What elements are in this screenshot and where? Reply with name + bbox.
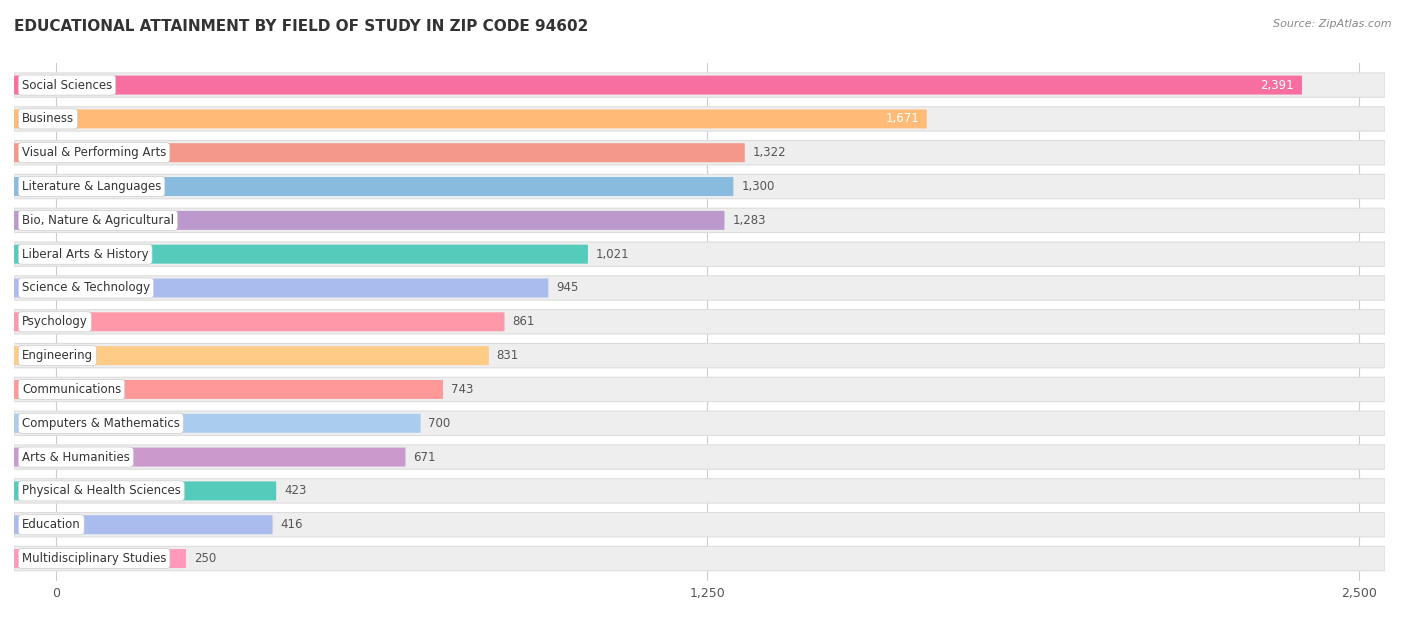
Text: 1,322: 1,322 [752, 146, 786, 159]
Text: 945: 945 [557, 281, 578, 295]
Text: Bio, Nature & Agricultural: Bio, Nature & Agricultural [22, 214, 174, 227]
Text: Literature & Languages: Literature & Languages [22, 180, 162, 193]
Text: Multidisciplinary Studies: Multidisciplinary Studies [22, 552, 166, 565]
FancyBboxPatch shape [14, 549, 186, 568]
FancyBboxPatch shape [14, 380, 443, 399]
Text: 1,300: 1,300 [741, 180, 775, 193]
Text: Education: Education [22, 518, 80, 531]
FancyBboxPatch shape [14, 312, 505, 331]
Text: Science & Technology: Science & Technology [22, 281, 150, 295]
FancyBboxPatch shape [14, 73, 1385, 97]
FancyBboxPatch shape [14, 278, 548, 297]
Text: Computers & Mathematics: Computers & Mathematics [22, 416, 180, 430]
FancyBboxPatch shape [14, 447, 405, 466]
FancyBboxPatch shape [14, 107, 1385, 131]
FancyBboxPatch shape [14, 481, 276, 500]
FancyBboxPatch shape [14, 346, 489, 365]
Text: Psychology: Psychology [22, 316, 87, 328]
FancyBboxPatch shape [14, 310, 1385, 334]
Text: Social Sciences: Social Sciences [22, 79, 112, 91]
FancyBboxPatch shape [14, 479, 1385, 503]
Text: 423: 423 [284, 485, 307, 497]
FancyBboxPatch shape [14, 109, 927, 128]
FancyBboxPatch shape [14, 242, 1385, 266]
FancyBboxPatch shape [14, 141, 1385, 165]
Text: 743: 743 [451, 383, 474, 396]
FancyBboxPatch shape [14, 411, 1385, 435]
Text: EDUCATIONAL ATTAINMENT BY FIELD OF STUDY IN ZIP CODE 94602: EDUCATIONAL ATTAINMENT BY FIELD OF STUDY… [14, 19, 589, 34]
FancyBboxPatch shape [14, 546, 1385, 570]
Text: Physical & Health Sciences: Physical & Health Sciences [22, 485, 181, 497]
Text: 671: 671 [413, 451, 436, 464]
Text: Liberal Arts & History: Liberal Arts & History [22, 248, 149, 261]
FancyBboxPatch shape [14, 208, 1385, 233]
Text: Arts & Humanities: Arts & Humanities [22, 451, 129, 464]
FancyBboxPatch shape [14, 245, 588, 264]
Text: 1,671: 1,671 [886, 112, 920, 126]
Text: 2,391: 2,391 [1261, 79, 1294, 91]
Text: Engineering: Engineering [22, 349, 93, 362]
Text: 1,021: 1,021 [596, 248, 630, 261]
FancyBboxPatch shape [14, 377, 1385, 401]
FancyBboxPatch shape [14, 211, 724, 230]
Text: 250: 250 [194, 552, 217, 565]
FancyBboxPatch shape [14, 414, 420, 433]
Text: 1,283: 1,283 [733, 214, 766, 227]
Text: Source: ZipAtlas.com: Source: ZipAtlas.com [1274, 19, 1392, 29]
FancyBboxPatch shape [14, 276, 1385, 300]
FancyBboxPatch shape [14, 143, 745, 162]
FancyBboxPatch shape [14, 174, 1385, 199]
FancyBboxPatch shape [14, 343, 1385, 368]
Text: Communications: Communications [22, 383, 121, 396]
FancyBboxPatch shape [14, 177, 734, 196]
FancyBboxPatch shape [14, 445, 1385, 469]
Text: 416: 416 [280, 518, 302, 531]
Text: Business: Business [22, 112, 75, 126]
Text: 700: 700 [429, 416, 451, 430]
Text: Visual & Performing Arts: Visual & Performing Arts [22, 146, 166, 159]
FancyBboxPatch shape [14, 512, 1385, 537]
FancyBboxPatch shape [14, 516, 273, 534]
FancyBboxPatch shape [14, 76, 1302, 95]
Text: 861: 861 [512, 316, 534, 328]
Text: 831: 831 [496, 349, 519, 362]
